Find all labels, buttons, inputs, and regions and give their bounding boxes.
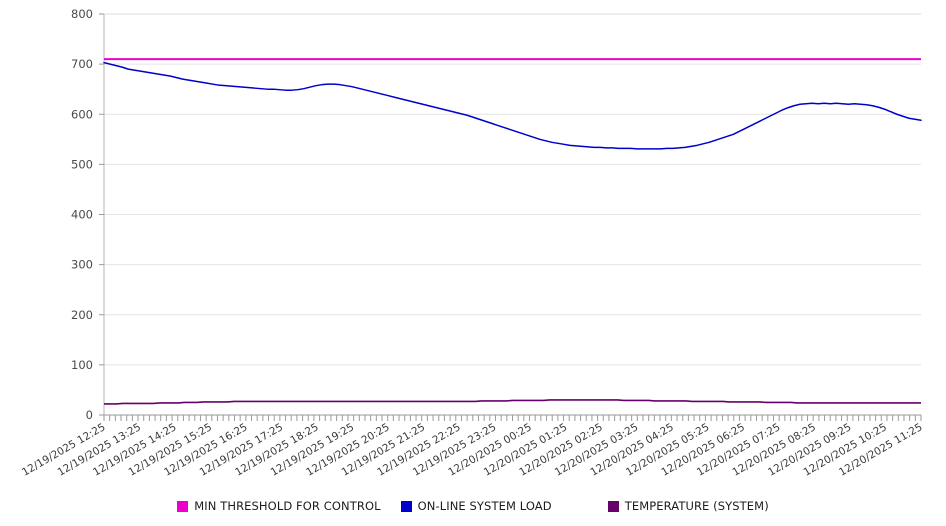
legend-swatch-icon xyxy=(607,500,619,512)
y-axis-tick-label: 400 xyxy=(71,208,93,222)
y-axis-tick-labels: 0 100 200 300 400 500 600 700 800 xyxy=(71,7,93,422)
legend-swatch-icon xyxy=(177,500,189,512)
y-axis-tick-label: 600 xyxy=(71,107,93,121)
legend-item-on-line-system-load[interactable]: ON-LINE SYSTEM LOAD xyxy=(400,499,552,513)
y-axis-tick-label: 700 xyxy=(71,57,93,71)
y-axis-tick-label: 0 xyxy=(86,408,93,422)
legend-item-label: TEMPERATURE (SYSTEM) xyxy=(624,499,769,513)
y-axis-tick-label: 100 xyxy=(71,358,93,372)
x-axis-minor-ticks xyxy=(103,415,922,421)
y-axis-tick-label: 300 xyxy=(71,258,93,272)
y-axis-tick-label: 200 xyxy=(71,308,93,322)
series-temperature-system xyxy=(104,399,921,405)
series-layer xyxy=(103,58,922,405)
chart-legend: MIN THRESHOLD FOR CONTROL ON-LINE SYSTEM … xyxy=(0,494,946,518)
y-axis-tick-label: 800 xyxy=(71,7,93,21)
legend-item-min-threshold-for-control[interactable]: MIN THRESHOLD FOR CONTROL xyxy=(177,499,381,513)
series-on-line-system-load xyxy=(103,61,922,150)
legend-item-label: ON-LINE SYSTEM LOAD xyxy=(417,499,552,513)
gridlines xyxy=(104,13,921,366)
legend-swatch-icon xyxy=(400,500,412,512)
y-axis-tick-label: 500 xyxy=(71,157,93,171)
legend-item-label: MIN THRESHOLD FOR CONTROL xyxy=(194,499,381,513)
legend-item-temperature-system[interactable]: TEMPERATURE (SYSTEM) xyxy=(607,499,769,513)
